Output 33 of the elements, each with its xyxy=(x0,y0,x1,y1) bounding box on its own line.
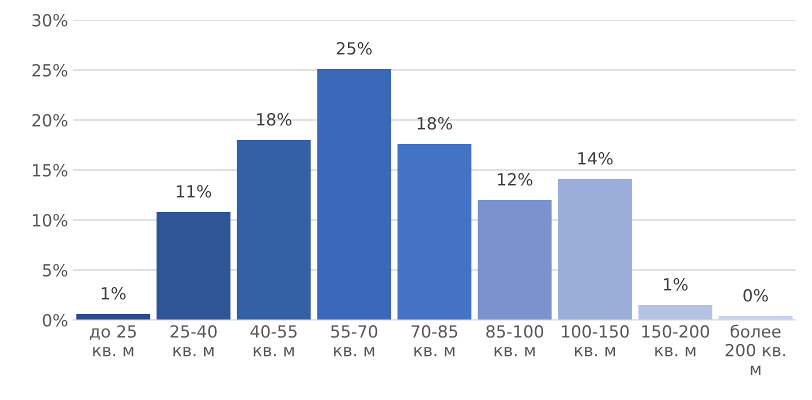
data-label: 1% xyxy=(664,278,688,291)
y-tick-label: 20% xyxy=(32,114,68,127)
data-label: 12% xyxy=(498,173,532,186)
bar xyxy=(236,140,311,320)
data-label: 1% xyxy=(102,287,126,300)
y-tick-label: 0% xyxy=(42,314,68,327)
data-label: 18% xyxy=(418,117,452,130)
x-tick-label: 25-40 кв. м xyxy=(170,325,217,356)
x-tick-label: 150-200 кв. м xyxy=(642,325,710,356)
y-tick-label: 30% xyxy=(32,14,68,27)
bar xyxy=(478,200,552,320)
x-tick-label: 85-100 кв. м xyxy=(486,325,544,356)
y-tick-label: 15% xyxy=(33,164,68,177)
x-tick-label: более 200 кв. м xyxy=(726,324,785,375)
x-tick-label: до 25 кв. м xyxy=(90,325,136,356)
x-tick-label: 55-70 кв. м xyxy=(331,325,378,356)
data-label: 25% xyxy=(336,42,372,55)
bar xyxy=(638,305,712,320)
data-label: 18% xyxy=(257,113,292,126)
data-label: 14% xyxy=(578,152,613,165)
x-tick-label: 40-55 кв. м xyxy=(250,325,297,356)
data-label: 11% xyxy=(176,185,212,198)
bar xyxy=(397,144,472,320)
y-tick-label: 25% xyxy=(32,64,68,77)
y-tick-label: 10% xyxy=(33,214,68,227)
bar xyxy=(558,179,632,320)
bar xyxy=(76,314,150,320)
y-tick-label: 5% xyxy=(43,264,68,277)
data-label: 0% xyxy=(743,289,768,302)
x-tick-label: 70-85 кв. м xyxy=(412,325,458,356)
bar xyxy=(156,212,230,320)
bar xyxy=(317,69,392,320)
x-tick-label: 100-150 кв. м xyxy=(562,325,629,356)
